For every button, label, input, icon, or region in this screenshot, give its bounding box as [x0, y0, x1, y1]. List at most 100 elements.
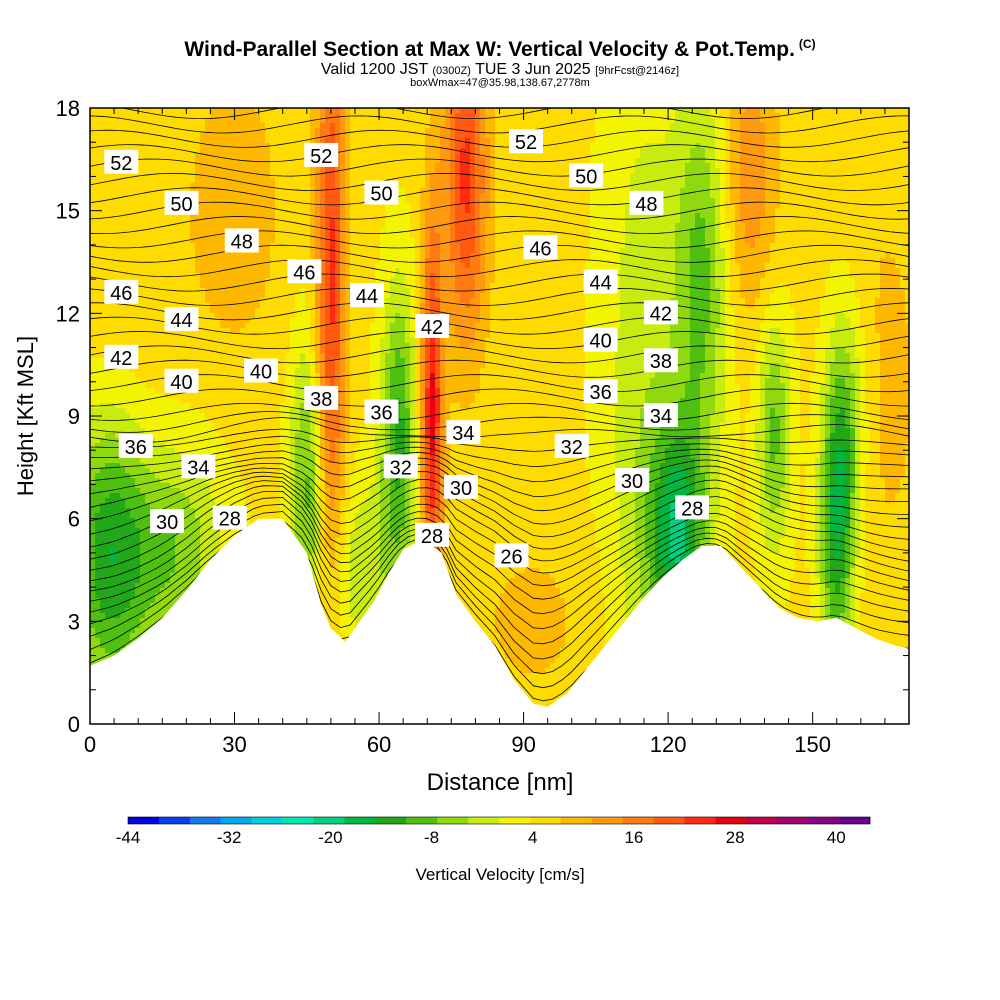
field-cell	[250, 173, 256, 179]
field-cell	[425, 113, 431, 119]
field-cell	[680, 253, 686, 259]
field-cell	[235, 198, 241, 204]
field-cell	[635, 173, 641, 179]
field-cell	[495, 213, 501, 219]
field-cell	[420, 253, 426, 259]
field-cell	[285, 143, 291, 149]
field-cell	[785, 138, 791, 144]
field-cell	[205, 213, 211, 219]
field-cell	[185, 178, 191, 184]
field-cell	[565, 188, 571, 194]
field-cell	[755, 128, 761, 134]
field-cell	[890, 118, 896, 124]
field-cell	[205, 128, 211, 134]
field-cell	[890, 143, 896, 149]
field-cell	[360, 223, 366, 229]
field-cell	[605, 108, 611, 114]
field-cell	[790, 238, 796, 244]
field-cell	[250, 148, 256, 154]
field-cell	[340, 143, 346, 149]
field-cell	[840, 158, 846, 164]
field-cell	[240, 178, 246, 184]
field-cell	[665, 138, 671, 144]
field-cell	[260, 118, 266, 124]
field-cell	[385, 248, 391, 254]
field-cell	[795, 238, 801, 244]
field-cell	[815, 113, 821, 119]
field-cell	[260, 143, 266, 149]
field-cell	[295, 223, 301, 229]
field-cell	[750, 183, 756, 189]
field-cell	[655, 223, 661, 229]
field-cell	[310, 193, 316, 199]
field-cell	[175, 243, 181, 249]
field-cell	[160, 188, 166, 194]
field-cell	[465, 208, 471, 214]
field-cell	[90, 253, 96, 259]
field-cell	[545, 168, 551, 174]
field-cell	[120, 138, 126, 144]
field-cell	[855, 238, 861, 244]
field-cell	[440, 113, 446, 119]
field-cell	[170, 133, 176, 139]
field-cell	[245, 183, 251, 189]
field-cell	[525, 208, 531, 214]
field-cell	[450, 223, 456, 229]
field-cell	[670, 223, 676, 229]
field-cell	[810, 223, 816, 229]
field-cell	[95, 248, 101, 254]
field-cell	[280, 233, 286, 239]
field-cell	[760, 128, 766, 134]
field-cell	[215, 153, 221, 159]
field-cell	[95, 193, 101, 199]
field-cell	[215, 138, 221, 144]
field-cell	[190, 118, 196, 124]
field-cell	[240, 168, 246, 174]
field-cell	[645, 188, 651, 194]
field-cell	[400, 168, 406, 174]
field-cell	[825, 183, 831, 189]
field-cell	[630, 233, 636, 239]
field-cell	[845, 128, 851, 134]
field-cell	[215, 213, 221, 219]
field-cell	[745, 248, 751, 254]
field-cell	[870, 253, 876, 259]
field-cell	[155, 253, 161, 259]
field-cell	[495, 183, 501, 189]
field-cell	[820, 163, 826, 169]
field-cell	[585, 158, 591, 164]
field-cell	[255, 128, 261, 134]
field-cell	[555, 193, 561, 199]
field-cell	[735, 213, 741, 219]
field-cell	[680, 178, 686, 184]
field-cell	[225, 163, 231, 169]
field-cell	[710, 168, 716, 174]
field-cell	[675, 108, 681, 114]
field-cell	[360, 188, 366, 194]
field-cell	[250, 198, 256, 204]
field-cell	[220, 203, 226, 209]
field-cell	[170, 213, 176, 219]
field-cell	[240, 108, 246, 114]
field-cell	[195, 213, 201, 219]
field-cell	[640, 243, 646, 249]
field-cell	[440, 128, 446, 134]
field-cell	[815, 108, 821, 114]
field-cell	[645, 178, 651, 184]
field-cell	[665, 233, 671, 239]
field-cell	[325, 168, 331, 174]
field-cell	[490, 128, 496, 134]
field-cell	[365, 248, 371, 254]
field-cell	[575, 153, 581, 159]
field-cell	[300, 168, 306, 174]
field-cell	[320, 198, 326, 204]
field-cell	[710, 248, 716, 254]
field-cell	[375, 163, 381, 169]
field-cell	[270, 238, 276, 244]
field-cell	[410, 153, 416, 159]
field-cell	[105, 133, 111, 139]
field-cell	[755, 213, 761, 219]
field-cell	[160, 183, 166, 189]
field-cell	[630, 123, 636, 129]
field-cell	[860, 148, 866, 154]
